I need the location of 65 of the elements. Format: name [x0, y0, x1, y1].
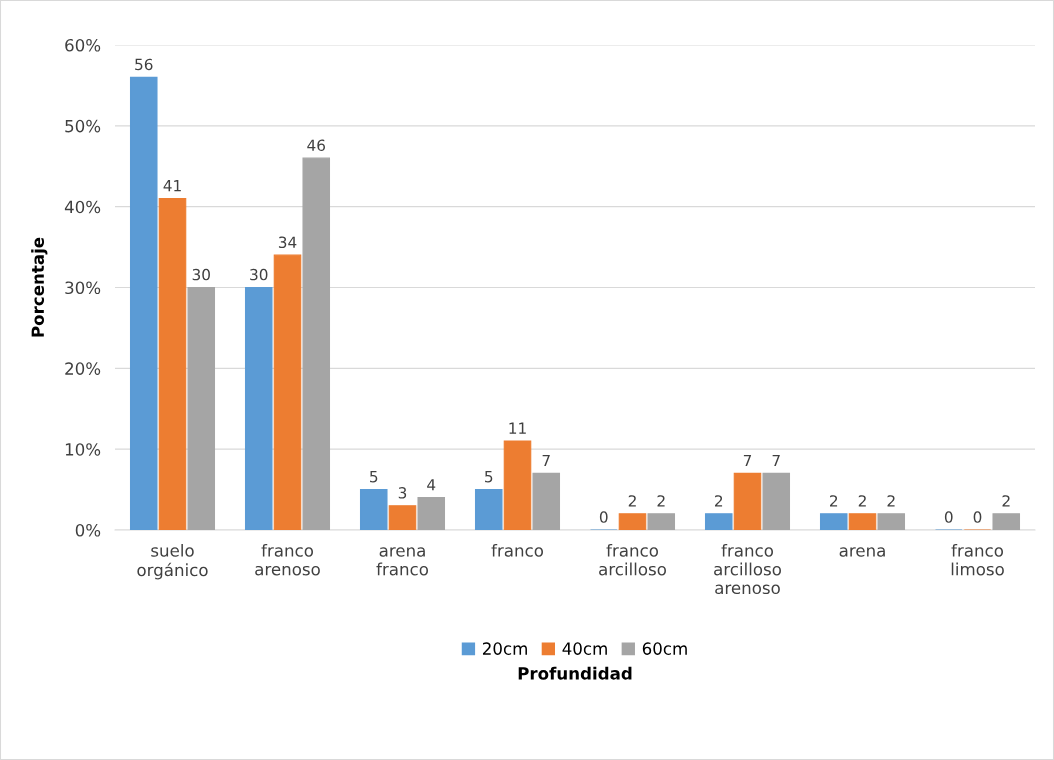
data-label: 7 — [542, 454, 550, 467]
y-tick-label: 20% — [65, 362, 101, 375]
data-label: 5 — [485, 471, 493, 483]
data-label: 2 — [887, 495, 895, 507]
data-label: 4 — [427, 479, 436, 491]
x-tick-label: franco limoso — [951, 543, 1004, 576]
bar — [819, 513, 848, 530]
data-label: 3 — [398, 487, 407, 499]
data-label: 0 — [973, 511, 982, 523]
x-tick-label: suelo orgánico — [137, 543, 208, 580]
data-label: 11 — [509, 422, 526, 434]
x-tick-label: franco arenoso — [255, 543, 320, 576]
bar — [273, 254, 302, 530]
data-label: 2 — [657, 495, 665, 507]
y-tick-label: 0% — [75, 523, 101, 537]
bar — [704, 513, 733, 530]
data-label: 46 — [307, 139, 326, 152]
bar — [532, 472, 561, 530]
bar — [302, 157, 331, 530]
data-label: 0 — [599, 511, 608, 523]
bar — [992, 513, 1021, 530]
data-label: 30 — [192, 268, 210, 281]
x-tick-label: arena franco — [376, 547, 429, 576]
bar — [503, 440, 532, 530]
data-label: 2 — [830, 495, 838, 507]
data-label: 30 — [250, 268, 268, 281]
bar — [848, 513, 877, 530]
legend-label: 60cm — [642, 642, 687, 655]
bar — [417, 497, 446, 530]
data-label: 41 — [163, 180, 181, 192]
bar — [474, 489, 503, 530]
data-label: 7 — [772, 454, 780, 467]
bar — [359, 489, 388, 530]
data-label: 34 — [278, 236, 297, 249]
data-label: 2 — [858, 495, 866, 507]
x-tick-label: franco — [491, 543, 544, 557]
x-tick-label: arena — [839, 547, 885, 557]
y-tick-label: 10% — [65, 443, 101, 456]
bar — [129, 76, 158, 530]
data-label: 0 — [944, 511, 953, 523]
y-axis-title: Porcentaje — [31, 237, 48, 337]
bar — [762, 472, 791, 530]
y-tick-label: 30% — [65, 281, 101, 295]
x-tick-label: franco arcilloso — [599, 543, 666, 576]
data-label: 2 — [1002, 495, 1010, 507]
x-axis-title: Profundidad — [518, 666, 632, 680]
bar — [158, 198, 187, 530]
bar — [388, 505, 417, 530]
y-tick-label: 50% — [65, 119, 101, 133]
bar — [244, 286, 273, 530]
legend-label: 20cm — [482, 642, 527, 655]
bar — [187, 286, 216, 530]
bar — [877, 513, 906, 530]
bar — [618, 513, 647, 530]
bar — [647, 513, 676, 530]
bar — [733, 472, 762, 530]
data-label: 56 — [135, 58, 153, 71]
y-tick-label: 60% — [65, 38, 101, 52]
data-label: 5 — [370, 471, 378, 483]
legend-label: 40cm — [562, 642, 607, 655]
y-tick-label: 40% — [64, 200, 101, 214]
data-label: 2 — [715, 495, 723, 507]
data-label: 2 — [628, 495, 636, 507]
x-tick-label: franco arcilloso arenoso — [714, 543, 781, 595]
data-label: 7 — [743, 454, 752, 467]
